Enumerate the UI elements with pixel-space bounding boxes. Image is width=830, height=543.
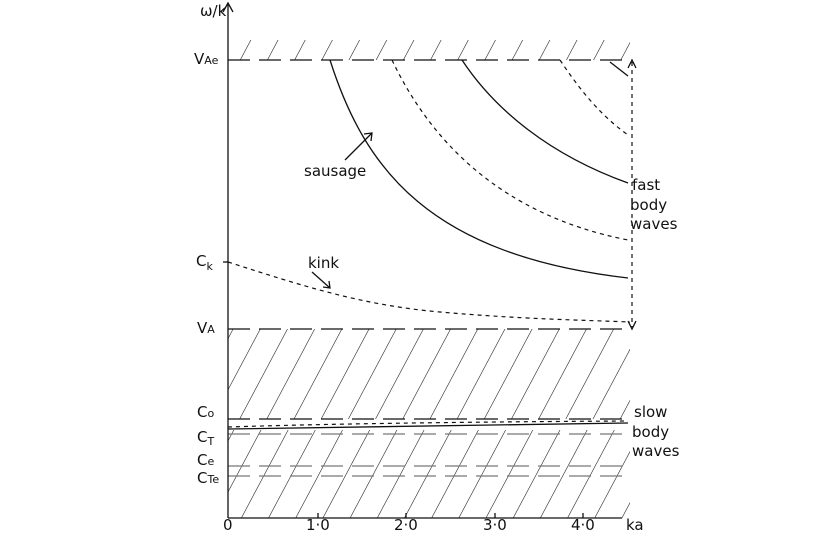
hatch-region xyxy=(228,430,630,518)
sausage-curve xyxy=(329,59,629,279)
slow-curve xyxy=(227,420,629,428)
subscript: o xyxy=(207,407,214,420)
symbol: C xyxy=(197,451,207,469)
hatch-region xyxy=(228,40,630,60)
annotation: fast xyxy=(632,176,660,194)
subscript: Ae xyxy=(204,54,218,67)
annotation: sausage xyxy=(304,162,366,180)
x-tick-label: 4·0 xyxy=(571,516,595,534)
y-label: ω/k xyxy=(200,2,227,20)
annotation: waves xyxy=(630,215,678,233)
x-ticks xyxy=(317,513,584,518)
annotation: body xyxy=(630,196,667,214)
x-label: ka xyxy=(626,516,644,534)
annotation: kink xyxy=(308,254,339,272)
x-tick-label: 2·0 xyxy=(394,516,418,534)
symbol: C xyxy=(197,403,207,421)
level-label: CTe xyxy=(197,469,219,487)
slow-curve xyxy=(227,422,629,430)
subscript: Te xyxy=(206,473,219,486)
curve xyxy=(461,59,629,184)
level-label: VA xyxy=(197,319,215,337)
annotation: waves xyxy=(632,442,680,460)
subscript: k xyxy=(206,260,213,273)
symbol: C xyxy=(197,469,207,487)
subscript: T xyxy=(206,435,214,448)
symbol: C xyxy=(197,428,207,446)
level-label: VAe xyxy=(194,50,219,68)
level-label: CT xyxy=(197,428,214,448)
symbol: C xyxy=(196,252,206,270)
pointer xyxy=(344,132,373,161)
annotation: body xyxy=(632,423,669,441)
y-arrow xyxy=(222,1,234,13)
kink-curve xyxy=(227,261,631,323)
x-tick-label: 3·0 xyxy=(483,516,507,534)
level-label: Ce xyxy=(197,451,214,469)
pointer xyxy=(311,271,331,289)
x-tick-label: 1·0 xyxy=(306,516,330,534)
level-label: Ck xyxy=(196,252,213,273)
annotation: slow xyxy=(634,403,667,421)
level-label: Co xyxy=(197,403,214,421)
hatch-region xyxy=(228,329,630,419)
symbol: V xyxy=(194,50,205,68)
curve xyxy=(609,61,629,77)
x-tick-label: 0 xyxy=(223,516,233,534)
subscript: e xyxy=(207,455,214,468)
range-arrows xyxy=(627,58,637,331)
curve xyxy=(391,59,629,241)
curve xyxy=(559,59,629,136)
symbol: V xyxy=(197,319,208,337)
subscript: A xyxy=(207,323,215,336)
